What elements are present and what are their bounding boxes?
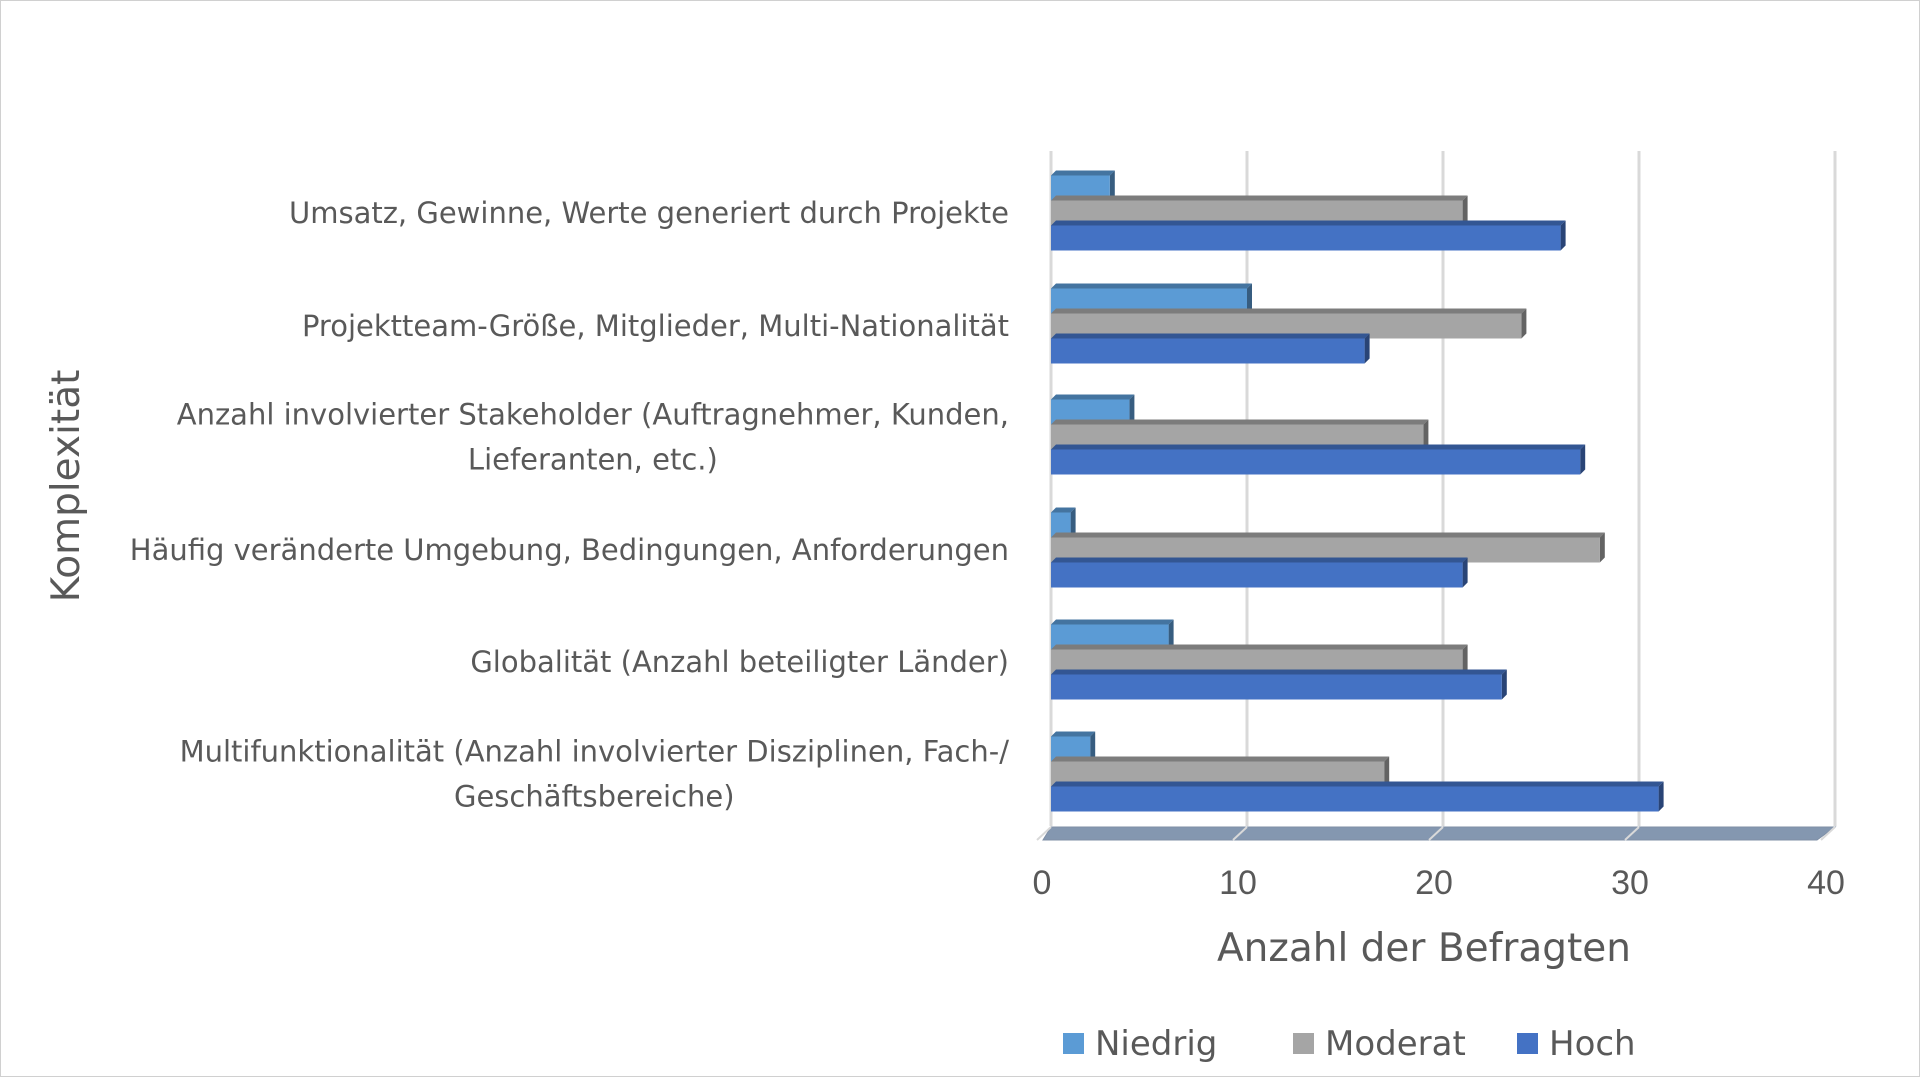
legend-item-hoch: Hoch (1517, 1024, 1636, 1064)
legend-swatch (1293, 1033, 1314, 1054)
x-tick-label: 20 (1415, 864, 1453, 902)
category-label-line: Anzahl involvierter Stakeholder (Auftrag… (177, 398, 1009, 432)
x-tick-labels: 0 10 20 30 40 (1033, 864, 1845, 902)
category-label: Multifunktionalität (Anzahl involvierter… (180, 735, 1010, 814)
bar-side-face (1501, 669, 1507, 700)
category-label-line: Umsatz, Gewinne, Werte generiert durch P… (289, 196, 1009, 230)
x-tick-label: 10 (1219, 864, 1257, 902)
category-label-line: Geschäftsbereiche) (454, 780, 735, 814)
category-label: Globalität (Anzahl beteiligter Länder) (470, 645, 1009, 679)
bar-front-face (1051, 674, 1502, 700)
bar-side-face (1070, 507, 1076, 538)
x-axis-title: Anzahl der Befragten (1217, 926, 1631, 971)
bar-top-face (1051, 283, 1252, 289)
bar-top-face (1051, 781, 1664, 787)
category-label-line: Multifunktionalität (Anzahl involvierter… (180, 735, 1010, 769)
bar-top-face (1051, 419, 1429, 425)
bar-side-face (1462, 644, 1468, 675)
bar-side-face (1364, 333, 1370, 364)
bar-front-face (1051, 449, 1581, 475)
category-label-line: Häufig veränderte Umgebung, Bedingungen,… (130, 533, 1009, 567)
bar-top-face (1051, 394, 1135, 400)
bar-side-face (1560, 220, 1566, 251)
x-tick-label: 30 (1611, 864, 1649, 902)
bar-side-face (1129, 394, 1135, 425)
bar-side-face (1247, 283, 1252, 314)
category-label-line: Projektteam-Größe, Mitglieder, Multi-Nat… (302, 309, 1009, 343)
bar-top-face (1051, 557, 1468, 563)
bar-front-face (1051, 512, 1071, 538)
bar-side-face (1423, 419, 1429, 450)
bar-top-face (1051, 669, 1507, 675)
floor-gridline (1820, 826, 1836, 841)
bar-side-face (1580, 444, 1586, 475)
bar-side-face (1090, 731, 1096, 762)
bar-hoch-6 (1051, 781, 1664, 812)
legend-item-niedrig: Niedrig (1063, 1024, 1217, 1064)
bar-top-face (1051, 532, 1605, 538)
bar-hoch-1 (1051, 220, 1566, 251)
bar-niedrig-4 (1051, 507, 1076, 538)
bar-hoch-3 (1051, 444, 1586, 475)
bar-front-face (1051, 225, 1561, 251)
legend-swatch (1517, 1033, 1538, 1054)
category-label-line: Globalität (Anzahl beteiligter Länder) (470, 645, 1009, 679)
bar-side-face (1168, 619, 1174, 650)
bar-top-face (1051, 308, 1527, 314)
bar-top-face (1051, 195, 1468, 201)
legend-label: Moderat (1325, 1024, 1466, 1064)
bar-front-face (1051, 562, 1463, 588)
legend-swatch (1063, 1033, 1084, 1054)
bar-side-face (1384, 756, 1390, 787)
bar-top-face (1051, 731, 1096, 737)
category-labels: Umsatz, Gewinne, Werte generiert durch P… (130, 196, 1009, 814)
category-label: Projektteam-Größe, Mitglieder, Multi-Nat… (302, 309, 1009, 343)
category-label: Häufig veränderte Umgebung, Bedingungen,… (130, 533, 1009, 567)
legend-label: Hoch (1549, 1024, 1636, 1064)
floor-gridline (1232, 826, 1248, 841)
category-label: Umsatz, Gewinne, Werte generiert durch P… (289, 196, 1009, 230)
bar-top-face (1051, 507, 1076, 513)
chart-floor (1036, 826, 1837, 841)
bar-top-face (1051, 644, 1468, 650)
bar-side-face (1658, 781, 1664, 812)
category-label-line: Lieferanten, etc.) (468, 443, 718, 477)
y-axis-title: Komplexität (44, 370, 89, 603)
gridlines (1049, 151, 1837, 826)
bar-hoch-2 (1051, 333, 1370, 364)
bar-hoch-4 (1051, 557, 1468, 588)
bar-front-face (1051, 786, 1659, 812)
floor-gridline (1036, 826, 1052, 841)
floor-plane (1042, 826, 1837, 841)
bar-top-face (1051, 170, 1115, 176)
x-tick-label: 40 (1807, 864, 1845, 902)
bar-side-face (1109, 170, 1115, 201)
bars (1051, 170, 1664, 812)
bar-side-face (1599, 532, 1605, 563)
floor-gridline (1624, 826, 1640, 841)
bar-hoch-5 (1051, 669, 1507, 700)
category-label: Anzahl involvierter Stakeholder (Auftrag… (177, 398, 1009, 477)
legend-label: Niedrig (1095, 1024, 1217, 1064)
bar-side-face (1462, 557, 1468, 588)
bar-side-face (1462, 195, 1468, 226)
bar-top-face (1051, 220, 1566, 226)
x-tick-label: 0 (1033, 864, 1052, 902)
bar-top-face (1051, 444, 1586, 450)
bar-front-face (1051, 338, 1365, 364)
legend-item-moderat: Moderat (1293, 1024, 1466, 1064)
floor-gridline (1428, 826, 1444, 841)
legend: Niedrig Moderat Hoch (1063, 1024, 1636, 1064)
bar-top-face (1051, 756, 1390, 762)
bar-side-face (1521, 308, 1527, 339)
bar-top-face (1051, 619, 1174, 625)
bar-top-face (1051, 333, 1370, 339)
